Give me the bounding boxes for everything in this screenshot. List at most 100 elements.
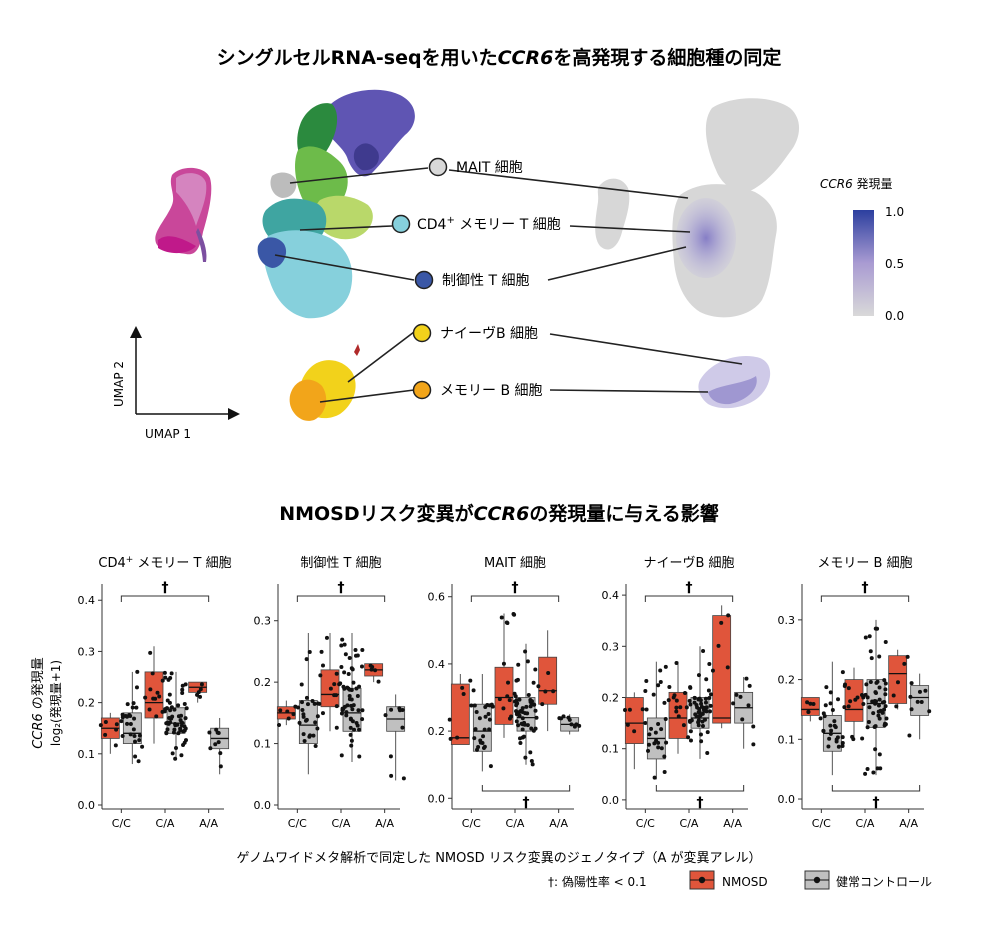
control-point <box>131 701 136 706</box>
nmosd-point <box>725 665 730 670</box>
y-tick-label: 0.4 <box>78 594 96 607</box>
control-point <box>487 717 492 722</box>
control-point <box>120 733 125 738</box>
nmosd-point <box>373 668 378 673</box>
y-tick-label: 0.2 <box>78 697 96 710</box>
control-point <box>164 706 169 711</box>
nmosd-point <box>625 722 630 727</box>
nmosd-point <box>320 711 325 716</box>
nmosd-point <box>147 707 152 712</box>
control-point <box>487 727 492 732</box>
control-point <box>647 742 652 747</box>
control-box <box>910 685 930 716</box>
nmosd-point <box>846 704 851 709</box>
control-point <box>299 700 304 705</box>
control-point <box>342 642 347 647</box>
legend-nmosd-label: NMOSD <box>722 875 768 889</box>
boxplot-panel-5: メモリー B 細胞 0.0 0.1 0.2 0.3 C/C C/A A/A † † <box>778 556 932 830</box>
control-point <box>909 681 914 686</box>
connector-naiveb-left <box>347 331 415 383</box>
control-point <box>883 639 888 644</box>
control-point <box>876 703 881 708</box>
naiveb-dot <box>412 323 432 343</box>
control-point <box>296 705 301 710</box>
control-point <box>183 738 188 743</box>
nmosd-point <box>895 680 900 685</box>
nmosd-point <box>501 706 506 711</box>
nmosd-point <box>623 708 628 713</box>
control-point <box>208 746 213 751</box>
control-point <box>301 714 306 719</box>
x-tick-label: C/C <box>462 817 481 830</box>
control-point <box>751 742 756 747</box>
control-point <box>840 735 845 740</box>
control-point <box>880 710 885 715</box>
control-point <box>882 723 887 728</box>
umap-colored <box>155 89 415 421</box>
nmosd-point <box>195 692 200 697</box>
control-point <box>827 736 832 741</box>
control-point <box>865 725 870 730</box>
control-point <box>877 752 882 757</box>
control-point <box>658 680 663 685</box>
control-point <box>347 693 352 698</box>
y-title-line1: CCR6 の発現量 <box>31 657 46 749</box>
control-point <box>352 727 357 732</box>
bottom-title-gene: CCR6 <box>474 503 530 525</box>
legend-nmosd-dot <box>698 876 706 884</box>
x-tick-label: C/A <box>680 817 699 830</box>
control-point <box>313 743 318 748</box>
control-point <box>688 685 693 690</box>
nmosd-point <box>276 723 281 728</box>
legend-tick-low: 0.0 <box>885 309 904 323</box>
control-point <box>128 732 133 737</box>
control-point <box>883 692 888 697</box>
control-point <box>487 703 492 708</box>
control-point <box>873 747 878 752</box>
control-point <box>297 720 302 725</box>
y-tick-label: 0.2 <box>428 725 446 738</box>
control-point <box>708 692 713 697</box>
control-point <box>179 753 184 758</box>
control-point <box>214 727 219 732</box>
x-tick-label: C/A <box>506 817 525 830</box>
control-point <box>131 727 136 732</box>
nmosd-point <box>376 679 381 684</box>
bracket-top <box>644 595 734 602</box>
control-point <box>125 721 130 726</box>
control-point <box>703 700 708 705</box>
control-point <box>166 677 171 682</box>
control-point <box>664 740 669 745</box>
control-point <box>216 740 221 745</box>
nmosd-point <box>162 670 167 675</box>
control-point <box>167 692 172 697</box>
control-point <box>740 717 745 722</box>
bracket-bottom <box>831 785 921 792</box>
control-point <box>353 653 358 658</box>
control-point <box>136 759 141 764</box>
control-point <box>472 703 477 708</box>
control-point <box>884 716 889 721</box>
expression-legend: CCR6 発現量 1.0 0.5 0.0 <box>820 177 904 323</box>
control-point <box>125 702 130 707</box>
control-point <box>531 728 536 733</box>
nmosd-point <box>861 701 866 706</box>
control-point <box>349 738 354 743</box>
control-point <box>397 708 402 713</box>
nmosd-point <box>447 717 452 722</box>
panel-title: 制御性 T 細胞 <box>300 556 381 571</box>
control-point <box>871 711 876 716</box>
control-point <box>307 650 312 655</box>
top-title-pre: シングルセルRNA-seqを用いた <box>217 46 498 69</box>
nmosd-box <box>538 656 558 705</box>
control-point <box>474 710 479 715</box>
control-point <box>517 697 522 702</box>
bottom-title-post: の発現量に与える影響 <box>529 502 718 525</box>
control-point <box>832 719 837 724</box>
control-point <box>746 703 751 708</box>
control-point <box>836 697 841 702</box>
nmosd-point <box>818 716 823 721</box>
control-point <box>125 714 130 719</box>
control-point <box>734 692 739 697</box>
